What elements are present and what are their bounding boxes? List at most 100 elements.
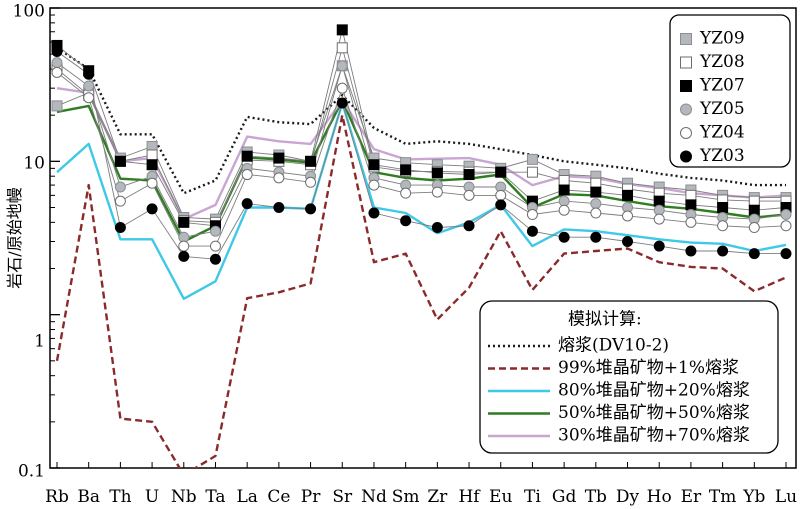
x-tick-label-u: U (145, 487, 159, 507)
marker-yz07-pr (305, 155, 317, 167)
legend-samples: YZ09 YZ08 YZ07 YZ05 YZ04 YZ03 (669, 14, 791, 168)
x-tick-label-ba: Ba (77, 487, 100, 507)
legend-label-yz03: YZ03 (699, 146, 745, 166)
model-line-1 (55, 113, 787, 468)
marker-yz07-dy (622, 189, 634, 201)
marker-yz03-nb (178, 250, 190, 262)
sample-markers (51, 24, 792, 265)
x-tick-label-yb: Yb (742, 487, 765, 507)
legend-marker-yz04 (680, 127, 692, 139)
legend-label-yz09: YZ09 (699, 29, 745, 49)
x-tick-label-lu: Lu (775, 487, 797, 507)
marker-yz03-ce (273, 201, 285, 213)
marker-yz04-er (685, 216, 697, 228)
x-tick-label-rb: Rb (45, 487, 69, 507)
marker-yz03-la (241, 198, 253, 210)
marker-yz03-hf (463, 220, 475, 232)
y-axis-label: 岩石/原始地幔 (5, 187, 24, 288)
marker-yz04-nd (368, 179, 380, 191)
marker-yz04-tb (590, 207, 602, 219)
marker-yz08-gd (558, 174, 570, 186)
marker-yz04-ta (209, 240, 221, 252)
marker-yz07-sm (400, 164, 412, 176)
marker-yz07-sr (336, 24, 348, 36)
x-tick-label-nd: Nd (361, 487, 387, 507)
marker-yz03-lu (780, 248, 792, 260)
marker-yz04-la (241, 169, 253, 181)
legend-label-yz08: YZ08 (699, 52, 745, 72)
x-tick-label-hf: Hf (458, 487, 481, 507)
x-tick-label-ta: Ta (205, 487, 225, 507)
x-tick-label-ho: Ho (647, 487, 672, 507)
marker-yz03-tb (590, 231, 602, 243)
x-tick-label-la: La (236, 487, 257, 507)
marker-yz03-eu (495, 199, 507, 211)
marker-yz03-sm (400, 215, 412, 227)
x-tick-label-eu: Eu (489, 487, 512, 507)
marker-yz05-rb (51, 57, 63, 69)
x-tick-label-tb: Tb (585, 487, 607, 507)
marker-yz03-th (114, 222, 126, 234)
x-tick-label-pr: Pr (301, 487, 321, 507)
marker-yz05-lu (780, 209, 792, 221)
marker-yz04-dy (622, 210, 634, 222)
models-legend-title: 模拟计算: (568, 310, 642, 330)
x-tick-label-dy: Dy (616, 487, 640, 507)
marker-yz04-nb (178, 240, 190, 252)
legend-marker-yz08 (680, 56, 692, 69)
legend-label-model-3: 50%堆晶矿物+50%熔浆 (558, 403, 750, 423)
y-tick-label: 100 (13, 2, 45, 22)
marker-yz09-rb (51, 100, 63, 112)
marker-yz03-sr (336, 97, 348, 109)
legend-label-yz04: YZ04 (699, 123, 745, 143)
marker-yz04-ba (83, 92, 95, 104)
marker-yz08-u (146, 149, 158, 161)
y-tick-label: 0.1 (18, 462, 45, 482)
marker-yz03-ti (526, 225, 538, 237)
marker-yz04-ce (273, 172, 285, 184)
marker-yz08-ti (526, 166, 538, 178)
x-tick-label-tm: Tm (709, 487, 736, 507)
y-tick-label: 10 (23, 154, 45, 174)
x-tick-label-ce: Ce (267, 487, 290, 507)
marker-yz07-tm (717, 201, 729, 213)
x-tick-label-zr: Zr (427, 487, 448, 507)
x-tick-label-nb: Nb (171, 487, 197, 507)
marker-yz07-eu (495, 166, 507, 178)
marker-yz04-yb (748, 222, 760, 234)
marker-yz03-ba (83, 68, 95, 80)
marker-yz04-tm (717, 220, 729, 232)
marker-yz08-sr (336, 42, 348, 54)
marker-yz04-hf (463, 189, 475, 201)
marker-yz04-gd (558, 204, 570, 216)
marker-yz09-ti (526, 153, 538, 165)
x-tick-label-sr: Sr (332, 487, 353, 507)
marker-yz07-ce (273, 152, 285, 164)
x-tick-label-th: Th (109, 487, 131, 507)
marker-yz04-u (146, 177, 158, 189)
marker-yz05-sr (336, 60, 348, 72)
marker-yz04-th (114, 195, 126, 207)
marker-yz07-nd (368, 159, 380, 171)
marker-yz03-yb (748, 248, 760, 260)
marker-yz07-la (241, 150, 253, 162)
y-tick-label: 1 (34, 332, 45, 352)
marker-yz04-eu (495, 189, 507, 201)
marker-yz04-pr (305, 176, 317, 188)
marker-yz08-yb (748, 195, 760, 207)
legend-label-model-1: 99%堆晶矿物+1%熔浆 (558, 358, 739, 378)
marker-yz04-lu (780, 220, 792, 232)
marker-yz07-er (685, 199, 697, 211)
marker-yz04-zr (431, 186, 443, 198)
marker-yz07-gd (558, 184, 570, 196)
marker-yz07-zr (431, 167, 443, 179)
legend-marker-yz03 (680, 150, 692, 163)
legend-models: 模拟计算: 熔浆(DV10-2)99%堆晶矿物+1%熔浆 80%堆晶矿物+20%熔浆… (479, 300, 779, 454)
marker-yz07-ho (653, 195, 665, 207)
marker-yz03-ho (653, 240, 665, 252)
marker-yz03-nd (368, 207, 380, 219)
marker-yz05-ta (209, 225, 221, 237)
marker-yz05-tb (590, 198, 602, 210)
plot-frame (49, 7, 797, 469)
